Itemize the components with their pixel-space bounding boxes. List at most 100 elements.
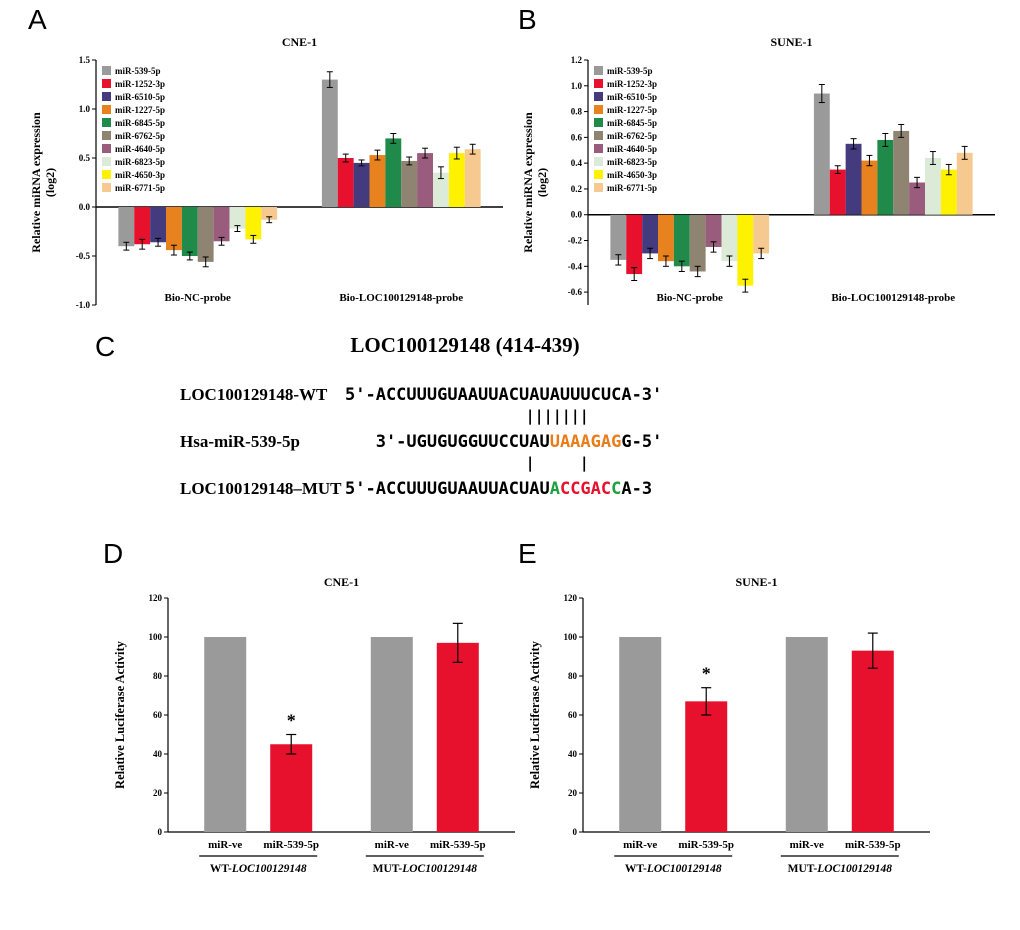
- svg-text:60: 60: [153, 710, 163, 720]
- sequence-alignment: LOC100129148-WT 5'-ACCUUUGUAAUUACUAUAUUUC…: [180, 378, 935, 499]
- sequence-text: 5'-ACCUUUGUAAUUACUAUAUUUCUCA-3': [345, 385, 662, 405]
- svg-text:miR-6771-5p: miR-6771-5p: [115, 183, 165, 193]
- svg-text:-0.6: -0.6: [568, 287, 583, 297]
- alignment-pipes-row: |||||||: [180, 405, 935, 425]
- svg-text:WT-LOC100129148: WT-LOC100129148: [210, 863, 307, 875]
- panel-c: C LOC100129148 (414-439) LOC100129148-WT…: [95, 331, 935, 499]
- alignment-title: LOC100129148 (414-439): [350, 333, 580, 357]
- svg-text:1.0: 1.0: [571, 81, 583, 91]
- svg-text:miR-1252-3p: miR-1252-3p: [607, 79, 657, 89]
- svg-text:0.4: 0.4: [571, 158, 583, 168]
- svg-text:miR-539-5p: miR-539-5p: [678, 839, 734, 851]
- svg-text:miR-ve: miR-ve: [375, 839, 409, 851]
- sequence-segment: G-5': [621, 432, 663, 452]
- svg-text:miR-1227-5p: miR-1227-5p: [607, 105, 657, 115]
- svg-text:Bio-NC-probe: Bio-NC-probe: [165, 292, 232, 304]
- svg-text:0.2: 0.2: [571, 184, 583, 194]
- svg-text:-0.5: -0.5: [76, 251, 91, 261]
- sequence-label: Hsa-miR-539-5p: [180, 432, 300, 451]
- svg-text:SUNE-1: SUNE-1: [770, 35, 812, 49]
- alignment-pipes-row: | |: [180, 452, 935, 472]
- svg-text:-1.0: -1.0: [76, 300, 91, 310]
- svg-text:miR-ve: miR-ve: [623, 839, 657, 851]
- sequence-text: | |: [345, 454, 589, 472]
- svg-text:0: 0: [573, 827, 578, 837]
- svg-text:miR-6510-5p: miR-6510-5p: [607, 92, 657, 102]
- sequence-segment: 3'-UGUGUGGUUCCUAU: [345, 432, 550, 452]
- svg-text:Bio-NC-probe: Bio-NC-probe: [657, 292, 724, 304]
- svg-text:CNE-1: CNE-1: [324, 575, 359, 589]
- svg-text:0.0: 0.0: [79, 202, 91, 212]
- svg-text:Bio-LOC100129148-probe: Bio-LOC100129148-probe: [831, 292, 955, 304]
- sequence-row: LOC100129148-WT 5'-ACCUUUGUAAUUACUAUAUUUC…: [180, 378, 935, 405]
- svg-text:miR-6823-5p: miR-6823-5p: [607, 157, 657, 167]
- svg-text:WT-LOC100129148: WT-LOC100129148: [625, 863, 722, 875]
- panel-d-label: D: [103, 538, 124, 569]
- panel-b-label: B: [518, 4, 537, 35]
- svg-text:miR-6823-5p: miR-6823-5p: [115, 157, 165, 167]
- svg-text:MUT-LOC100129148: MUT-LOC100129148: [788, 863, 893, 875]
- svg-text:*: *: [287, 711, 296, 731]
- sequence-segment: A: [549, 479, 560, 499]
- svg-text:SUNE-1: SUNE-1: [735, 575, 777, 589]
- svg-text:120: 120: [564, 593, 578, 603]
- sequence-segment: CCGAC: [559, 479, 612, 499]
- svg-text:miR-6771-5p: miR-6771-5p: [607, 183, 657, 193]
- svg-text:miR-539-5p: miR-539-5p: [430, 839, 486, 851]
- svg-text:40: 40: [153, 749, 163, 759]
- sequence-text: |||||||: [345, 407, 589, 425]
- svg-text:miR-539-5p: miR-539-5p: [263, 839, 319, 851]
- svg-text:Bio-LOC100129148-probe: Bio-LOC100129148-probe: [339, 292, 463, 304]
- sequence-label: LOC100129148–MUT: [180, 479, 342, 498]
- svg-text:0.0: 0.0: [571, 210, 583, 220]
- sequence-label: LOC100129148-WT: [180, 385, 328, 404]
- svg-text:miR-539-5p: miR-539-5p: [845, 839, 901, 851]
- sequence-row: Hsa-miR-539-5p 3'-UGUGUGGUUCCUAUUAAAGAGG…: [180, 425, 935, 452]
- svg-text:Relative miRNA expression: Relative miRNA expression: [521, 112, 535, 253]
- svg-text:20: 20: [568, 788, 578, 798]
- sequence-text: 3'-UGUGUGGUUCCUAUUAAAGAGG-5': [345, 432, 663, 452]
- svg-text:-0.4: -0.4: [568, 261, 583, 271]
- svg-text:0: 0: [158, 827, 163, 837]
- svg-text:miR-539-5p: miR-539-5p: [115, 66, 161, 76]
- svg-text:100: 100: [149, 632, 163, 642]
- sequence-segment: | |: [345, 454, 589, 472]
- svg-text:120: 120: [149, 593, 163, 603]
- sequence-segment: C: [611, 479, 622, 499]
- svg-text:CNE-1: CNE-1: [282, 35, 317, 49]
- sequence-segment: UAAAGAG: [549, 432, 622, 452]
- panel-a-label: A: [28, 4, 47, 35]
- mirna-expression-chart-sune1: SUNE-1 -0.6 -0.4 -0.2 0.0 0.2 0.4 0.6 0.8 1.0 1.2 B…: [520, 30, 1005, 332]
- svg-text:1.5: 1.5: [79, 55, 91, 65]
- svg-text:0.5: 0.5: [79, 153, 91, 163]
- svg-text:Relative Luciferase Activity: Relative Luciferase Activity: [528, 640, 542, 789]
- sequence-text: 5'-ACCUUUGUAAUUACUAUACCGACCA-3: [345, 479, 652, 499]
- svg-text:0.6: 0.6: [571, 132, 583, 142]
- svg-text:-0.2: -0.2: [568, 236, 583, 246]
- svg-text:miR-1227-5p: miR-1227-5p: [115, 105, 165, 115]
- sequence-row: LOC100129148–MUT 5'-ACCUUUGUAAUUACUAUACCG…: [180, 472, 935, 499]
- svg-text:*: *: [702, 664, 711, 684]
- svg-text:60: 60: [568, 710, 578, 720]
- svg-text:miR-4650-3p: miR-4650-3p: [115, 170, 165, 180]
- svg-text:40: 40: [568, 749, 578, 759]
- panel-e-label: E: [518, 538, 537, 569]
- sequence-segment: A-3: [621, 479, 653, 499]
- svg-text:(log2): (log2): [43, 168, 57, 197]
- svg-text:miR-ve: miR-ve: [790, 839, 824, 851]
- svg-text:miR-4640-5p: miR-4640-5p: [607, 144, 657, 154]
- svg-text:100: 100: [564, 632, 578, 642]
- svg-text:miR-ve: miR-ve: [208, 839, 242, 851]
- svg-text:miR-6510-5p: miR-6510-5p: [115, 92, 165, 102]
- svg-text:miR-1252-3p: miR-1252-3p: [115, 79, 165, 89]
- luciferase-chart-sune1: SUNE-1 0 20 40 60 80 100 120 miR-ve * miR-539-5p mi…: [525, 572, 945, 927]
- svg-text:MUT-LOC100129148: MUT-LOC100129148: [373, 863, 478, 875]
- svg-text:Relative miRNA expression: Relative miRNA expression: [29, 112, 43, 253]
- svg-text:80: 80: [153, 671, 163, 681]
- svg-text:miR-6845-5p: miR-6845-5p: [607, 118, 657, 128]
- svg-text:20: 20: [153, 788, 163, 798]
- svg-text:80: 80: [568, 671, 578, 681]
- svg-text:(log2): (log2): [535, 168, 549, 197]
- svg-text:miR-6762-5p: miR-6762-5p: [115, 131, 165, 141]
